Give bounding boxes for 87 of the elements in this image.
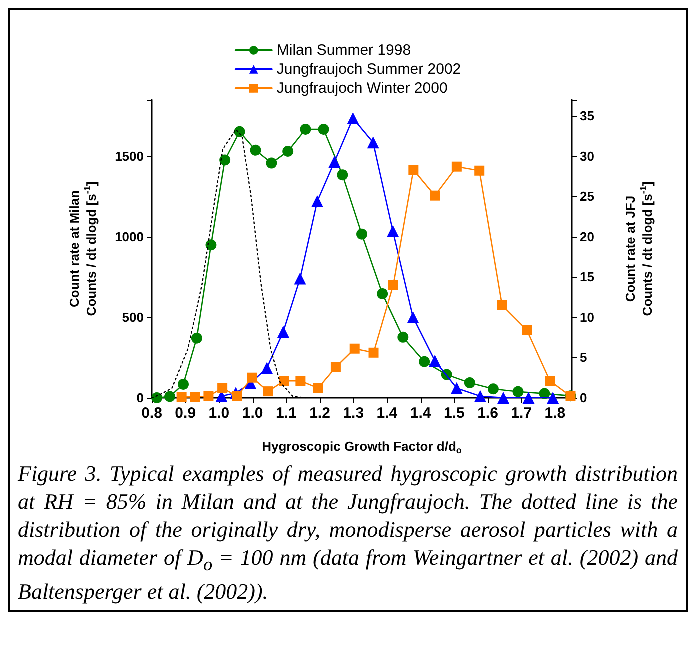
- x-tick-label: 1.6: [478, 405, 498, 422]
- point: [452, 162, 462, 172]
- point: [282, 146, 294, 158]
- point: [300, 124, 312, 135]
- point: [474, 166, 485, 176]
- point: [450, 382, 463, 394]
- point: [377, 288, 388, 300]
- point: [190, 392, 200, 402]
- point: [430, 190, 440, 201]
- x-tick-label: 1.0: [242, 405, 264, 422]
- x-tick-label: 1.8: [544, 405, 566, 422]
- x-tick-label: 1.7: [511, 405, 532, 422]
- point: [277, 326, 290, 338]
- point: [545, 376, 556, 386]
- point: [191, 332, 202, 344]
- x-tick-label: 1.4: [376, 405, 398, 422]
- point: [220, 154, 231, 166]
- point: [488, 384, 499, 395]
- point: [279, 376, 290, 386]
- x-tick-label: 1.2: [310, 405, 330, 422]
- caption: Figure 3. Typical examples of measured hygroscopic growth distribution at RH = 85% in Milan and at the Jungfraujoch. The dotted line is the distribution of the originally dry, monodisperse aerosol particles with a modal diameter of D$_{o}$ = 100 nm (data from Weingartner et al. (2002) and Baltensperger et al. (2002)).: [17, 460, 680, 606]
- point: [350, 344, 360, 354]
- x-tick-label: 1.0: [208, 405, 230, 422]
- point: [330, 362, 341, 372]
- point: [408, 165, 419, 176]
- y-tick-label: 500: [122, 310, 144, 325]
- legend-label: Jungfraujoch Winter 2000: [276, 80, 448, 97]
- y-tick-label: 0: [136, 390, 144, 406]
- y2-tick-label: 35: [580, 108, 594, 124]
- y2-tick-label: 20: [580, 229, 594, 244]
- point: [398, 332, 409, 343]
- point: [498, 392, 510, 404]
- y2-tick-label: 25: [580, 189, 594, 204]
- point: [261, 362, 274, 374]
- point: [522, 392, 535, 404]
- y2-tick-label: 30: [580, 148, 594, 164]
- point: [232, 391, 242, 402]
- y-tick-label: 1000: [115, 229, 144, 244]
- point: [266, 158, 278, 169]
- point: [218, 383, 228, 394]
- point: [164, 391, 176, 402]
- point: [176, 392, 187, 402]
- point: [204, 391, 214, 402]
- x-tick-label: 1.3: [343, 405, 364, 422]
- point: [547, 392, 560, 404]
- point: [474, 390, 486, 402]
- point: [539, 388, 550, 400]
- point: [313, 383, 324, 394]
- point: [356, 228, 368, 240]
- point: [497, 300, 508, 310]
- point: [512, 386, 524, 398]
- point: [296, 376, 306, 386]
- point: [419, 356, 430, 368]
- point: [407, 311, 420, 324]
- point: [178, 378, 189, 390]
- x-tick-label: 1.5: [444, 405, 465, 422]
- x-tick-label: 0.8: [142, 405, 162, 422]
- point: [318, 124, 330, 135]
- point: [152, 392, 163, 404]
- point: [234, 126, 246, 138]
- point: [367, 136, 380, 149]
- point: [429, 354, 442, 367]
- legend-label: Jungfraujoch Summer 2002: [276, 61, 462, 78]
- legend-label: Milan Summer 1998: [276, 42, 412, 59]
- y2-tick-label: 0: [580, 390, 588, 406]
- x-tick-label: 1.1: [276, 405, 297, 422]
- y-tick-label: 1500: [115, 148, 144, 164]
- y2-axis-title: Count rate at JFJ Counts / dt dlogd [s-1]: [623, 182, 655, 316]
- point: [247, 372, 258, 383]
- x-tick-label: 0.9: [175, 405, 196, 422]
- point: [387, 225, 400, 238]
- point: [347, 112, 360, 125]
- y2-tick-label: 15: [580, 270, 594, 285]
- y2-tick-label: 10: [580, 310, 594, 325]
- y2-tick-label: 5: [580, 350, 588, 366]
- point: [311, 195, 324, 208]
- point: [368, 348, 379, 358]
- point: [263, 386, 274, 397]
- point: [337, 170, 348, 181]
- point: [294, 272, 306, 285]
- point: [250, 144, 262, 156]
- point: [522, 325, 532, 336]
- point: [388, 280, 398, 290]
- x-tick-label: 1.4: [410, 405, 432, 422]
- point: [206, 240, 217, 251]
- point: [328, 156, 341, 168]
- point: [464, 378, 476, 389]
